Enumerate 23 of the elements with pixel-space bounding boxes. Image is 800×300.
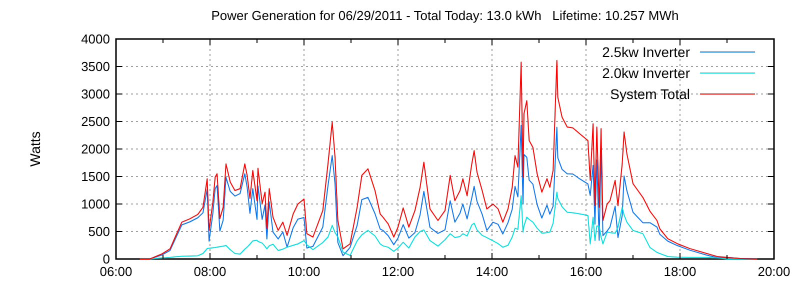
y-axis-title: Watts <box>27 131 43 167</box>
y-tick-label: 4000 <box>81 32 110 47</box>
y-tick-label: 1000 <box>81 196 110 212</box>
legend-label: System Total <box>610 86 690 102</box>
y-tick-label: 3500 <box>81 59 110 74</box>
y-tick-label: 500 <box>88 224 110 240</box>
x-tick-label: 16:00 <box>570 264 602 279</box>
x-tick-label: 14:00 <box>476 264 508 279</box>
x-tick-label: 20:00 <box>758 264 790 279</box>
x-tick-label: 10:00 <box>288 264 320 279</box>
y-tick-label: 2500 <box>81 114 110 130</box>
x-tick-label: 08:00 <box>194 264 226 279</box>
legend-label: 2.5kw Inverter <box>602 44 690 60</box>
line-series <box>139 60 758 260</box>
x-tick-label: 18:00 <box>664 264 696 279</box>
y-tick-label: 2000 <box>81 142 110 157</box>
x-tick-label: 12:00 <box>382 264 414 279</box>
chart-title: Power Generation for 06/29/2011 - Total Today: 13.0 kWh Lifetime: 10.257 MWh <box>211 8 679 23</box>
legend-label: 2.0kw Inverter <box>602 64 690 81</box>
x-tick-label: 06:00 <box>100 264 132 279</box>
y-tick-label: 3000 <box>81 86 110 102</box>
y-tick-label: 1500 <box>81 169 110 184</box>
y-tick-label: 0 <box>102 252 110 267</box>
